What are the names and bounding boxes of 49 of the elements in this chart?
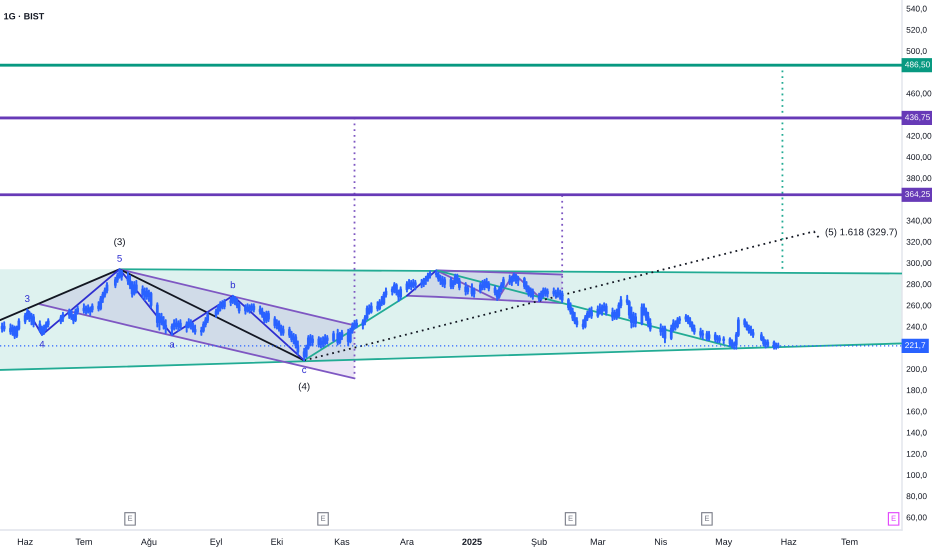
- annotation: c: [302, 368, 306, 374]
- y-tick-label: 100,0: [906, 472, 927, 479]
- y-tick-label: 80,00: [906, 493, 927, 500]
- y-tick-label: 160,0: [906, 408, 927, 416]
- x-tick-label: Nis: [654, 538, 667, 545]
- x-tick-label: May: [716, 538, 732, 547]
- annotation: (3): [114, 238, 125, 248]
- x-tick-label: Tem: [76, 538, 92, 545]
- annotation: 5: [117, 254, 122, 262]
- ref-line-label: 221,7: [905, 342, 926, 350]
- x-tick-label: Ara: [400, 538, 414, 545]
- y-tick-label: 420,00: [906, 132, 932, 140]
- ref-line-label: 486,50: [904, 62, 930, 68]
- y-tick-label: 520,0: [906, 26, 927, 34]
- x-tick-label: Tem: [841, 538, 858, 545]
- annotation: (4): [298, 382, 310, 392]
- y-tick-label: 280,00: [906, 281, 932, 288]
- x-tick-label: Eyl: [210, 538, 222, 547]
- y-tick-label: 180,0: [906, 387, 927, 394]
- x-tick-label: Eki: [271, 538, 283, 545]
- y-tick-label: 200,0: [906, 366, 927, 373]
- y-tick-label: 120,0: [906, 450, 927, 458]
- x-tick-label: Haz: [18, 538, 33, 545]
- y-tick-label: 340,00: [906, 218, 932, 225]
- y-tick-label: 400,00: [906, 154, 932, 161]
- x-tick-label: Haz: [781, 538, 796, 545]
- y-tick-label: 140,0: [906, 430, 927, 437]
- annotation: (5) 1.618 (329.7): [826, 228, 897, 238]
- annotation: b: [230, 281, 236, 288]
- y-tick-label: 240,0: [906, 324, 927, 331]
- annotation: 4: [39, 340, 44, 348]
- x-tick-label: Kas: [334, 538, 350, 545]
- x-tick-label: Mar: [590, 538, 606, 545]
- ref-line-label: 436,75: [904, 114, 930, 122]
- y-tick-label: 500,0: [906, 48, 927, 55]
- annotation: a: [170, 342, 175, 348]
- y-tick-label: 60,00: [906, 514, 927, 522]
- x-tick-label: Şub: [531, 538, 547, 547]
- ref-line-label: 364,25: [905, 191, 930, 198]
- y-tick-label: 260,00: [906, 302, 932, 310]
- x-tick-label: Ağu: [140, 538, 156, 547]
- y-tick-label: 540,0: [906, 6, 927, 13]
- y-tick-label: 460,00: [906, 90, 932, 98]
- y-tick-label: 320,00: [906, 238, 932, 246]
- annotation: 3: [24, 295, 30, 302]
- y-tick-label: 380,00: [906, 175, 932, 182]
- x-tick-label: 2025: [462, 538, 482, 545]
- text: 1G · BIST: [4, 13, 44, 20]
- y-tick-label: 300,00: [906, 260, 932, 267]
